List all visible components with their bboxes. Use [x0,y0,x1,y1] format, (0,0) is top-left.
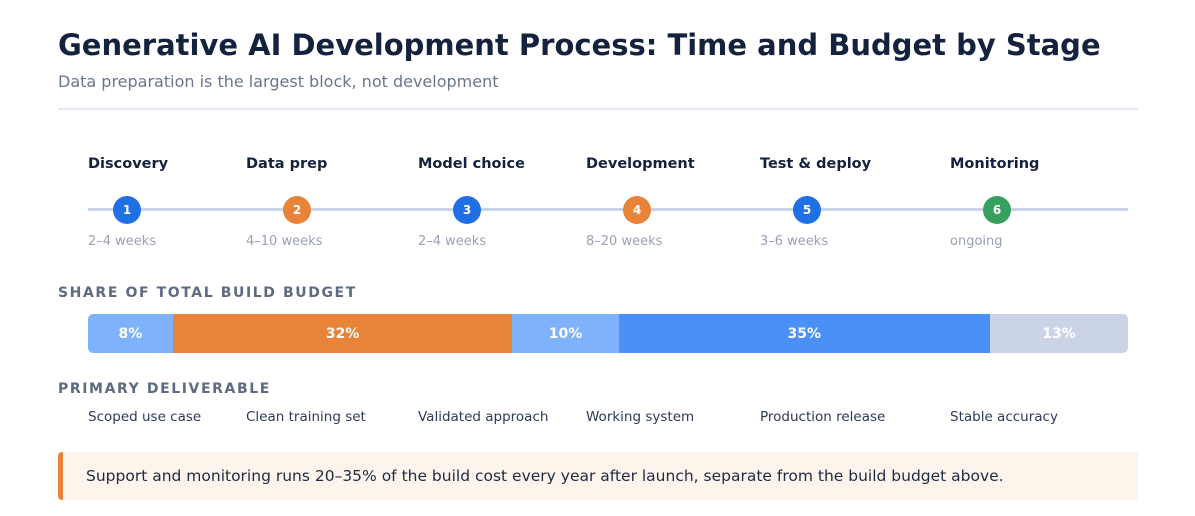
deliverable-test-deploy: Production release [760,409,886,425]
stage-node-2: 2 [283,196,311,224]
stage-name-data-prep: Data prep [246,156,328,172]
stage-duration-discovery: 2–4 weeks [88,234,157,249]
page-title: Generative AI Development Process: Time … [58,28,1101,62]
stage-name-test-deploy: Test & deploy [760,156,872,172]
stage-duration-development: 8–20 weeks [586,234,663,249]
deliverable-monitoring: Stable accuracy [950,409,1058,425]
timeline-line [88,208,1128,211]
budget-segment-model-choice: 10% [512,314,619,353]
support-cost-callout: Support and monitoring runs 20–35% of th… [58,452,1138,500]
deliverable-section-label: PRIMARY DELIVERABLE [58,381,271,397]
stage-node-4: 4 [623,196,651,224]
stage-node-6: 6 [983,196,1011,224]
stage-node-5: 5 [793,196,821,224]
budget-section-label: SHARE OF TOTAL BUILD BUDGET [58,285,357,301]
stage-duration-model-choice: 2–4 weeks [418,234,487,249]
callout-text: Support and monitoring runs 20–35% of th… [86,467,1004,485]
stage-duration-data-prep: 4–10 weeks [246,234,323,249]
stage-name-discovery: Discovery [88,156,169,172]
page-subtitle: Data preparation is the largest block, n… [58,72,499,91]
stage-name-monitoring: Monitoring [950,156,1040,172]
header-divider [58,108,1138,110]
deliverable-data-prep: Clean training set [246,409,366,425]
deliverable-development: Working system [586,409,695,425]
budget-segment-data-prep: 32% [172,314,513,353]
stage-node-3: 3 [453,196,481,224]
budget-segment-development: 35% [618,314,990,353]
stage-duration-test-deploy: 3–6 weeks [760,234,829,249]
stage-duration-monitoring: ongoing [950,234,1003,249]
stage-node-1: 1 [113,196,141,224]
budget-segment-test-deploy: 13% [990,314,1128,353]
stage-name-model-choice: Model choice [418,156,525,172]
budget-segment-discovery: 8% [88,314,173,353]
deliverable-model-choice: Validated approach [418,409,549,425]
stage-name-development: Development [586,156,695,172]
deliverable-discovery: Scoped use case [88,409,202,425]
budget-bar: 8% 32% 10% 35% 13% [88,314,1128,353]
